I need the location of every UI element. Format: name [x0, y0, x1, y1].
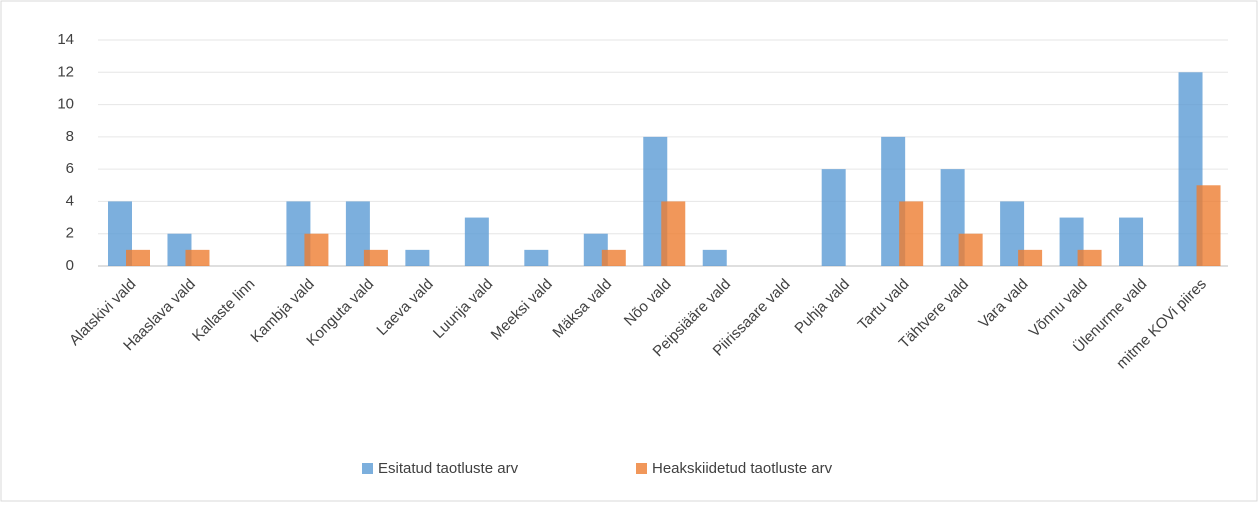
- bar: [899, 201, 924, 266]
- bar: [702, 249, 727, 266]
- bar: [661, 201, 686, 266]
- bar: [1018, 249, 1043, 266]
- y-tick-label: 12: [57, 63, 74, 80]
- bar: [126, 249, 150, 266]
- legend-label: Heakskiidetud taotluste arv: [652, 460, 833, 477]
- bar: [1196, 185, 1221, 266]
- bar: [363, 249, 388, 266]
- y-tick-label: 2: [66, 225, 74, 242]
- bar: [185, 249, 210, 266]
- bar: [1000, 201, 1025, 266]
- y-tick-label: 4: [66, 192, 74, 209]
- legend-swatch: [636, 463, 647, 474]
- bar: [1077, 249, 1102, 266]
- bar: [304, 233, 329, 266]
- y-tick-label: 10: [57, 96, 74, 113]
- y-tick-label: 0: [66, 257, 74, 274]
- y-tick-label: 14: [57, 31, 74, 48]
- bar: [405, 249, 430, 266]
- legend-swatch: [362, 463, 373, 474]
- bar: [1119, 217, 1144, 266]
- bar: [958, 233, 983, 266]
- y-tick-label: 6: [66, 160, 74, 177]
- bar: [821, 169, 846, 266]
- bar: [601, 249, 626, 266]
- legend-label: Esitatud taotluste arv: [378, 460, 519, 477]
- bar: [524, 249, 549, 266]
- y-tick-label: 8: [66, 128, 74, 145]
- bar: [464, 217, 489, 266]
